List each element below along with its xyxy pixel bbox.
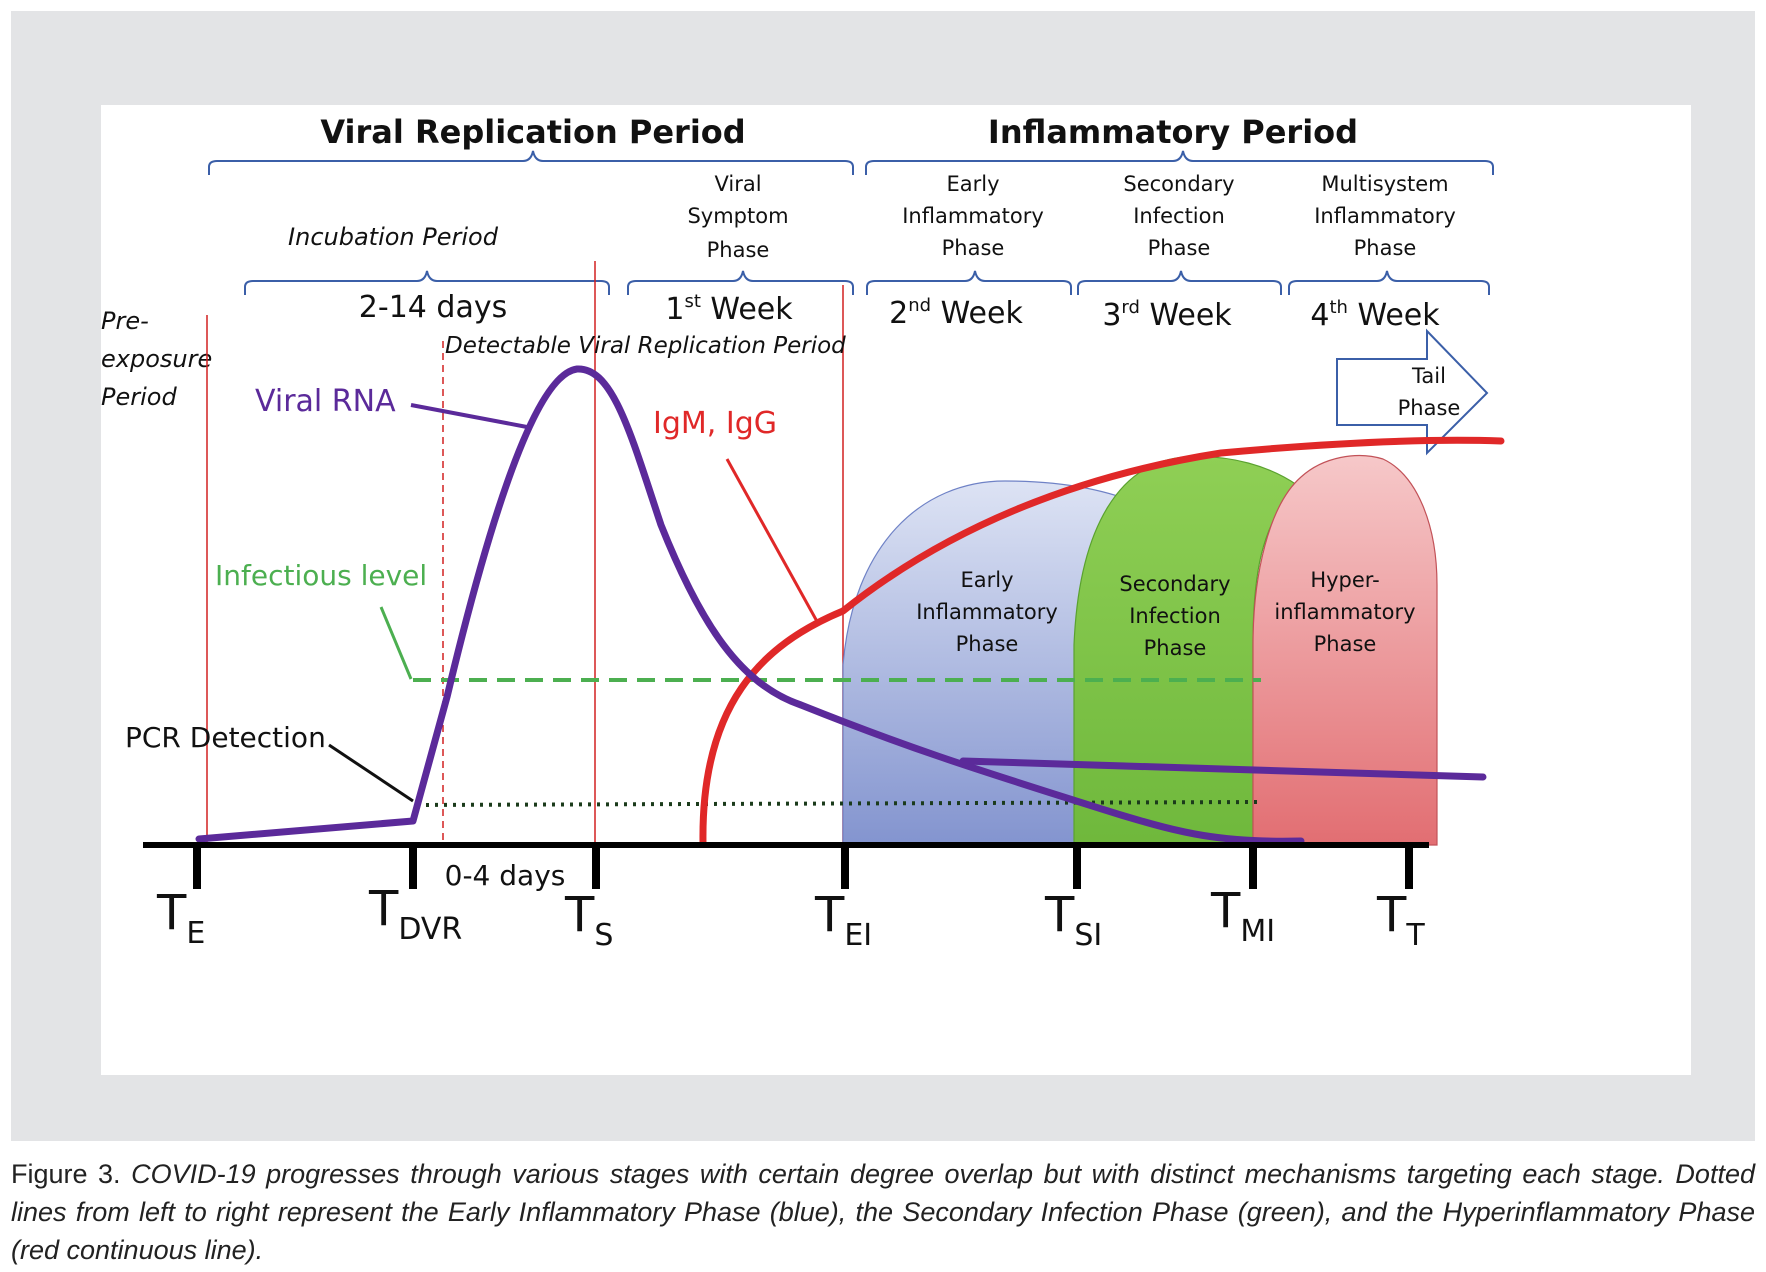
brace-week4 [1288,270,1490,295]
caption-text: COVID-19 progresses through various stag… [11,1159,1755,1265]
multisystem-line3: Phase [1354,236,1417,260]
pcr-detection-pointer [328,743,414,803]
brace-inflammatory [865,150,1494,175]
timepoint-labels: TE TDVR TS TEI TSI TMI TT [156,881,1425,953]
infectious-level-pointer [379,606,413,680]
week3-label: 3rd Week [1102,297,1232,333]
diagram: Viral Replication Period Inflammatory Pe… [101,105,1691,1075]
caption-lead: Figure 3. [11,1159,121,1189]
viral-rna-pointer [410,403,528,429]
viral-replication-period-label: Viral Replication Period [320,113,745,151]
axis-ticks [193,845,1413,889]
incubation-duration-label: 2-14 days [359,290,507,325]
timepoint-ts: TS [564,887,613,953]
figure-panel: Viral Replication Period Inflammatory Pe… [11,11,1755,1141]
timepoint-te: TE [156,885,205,951]
area-hyper-line2: inflammatory [1274,600,1415,624]
area-hyper-line1: Hyper- [1310,568,1379,592]
area-early-line2: Inflammatory [916,600,1058,624]
hyperinflammatory-area [1252,454,1438,846]
detectable-period-label: Detectable Viral Replication Period [445,333,846,359]
viral-symptom-line2: Symptom [687,204,788,228]
brace-week2 [866,270,1072,295]
week1-label: 1st Week [665,291,793,327]
secondary-infection-line3: Phase [1148,236,1211,260]
area-secondary-line2: Infection [1129,604,1221,628]
incubation-period-label: Incubation Period [288,223,499,251]
brace-viral-replication [208,150,854,175]
igm-igg-label: IgM, IgG [653,406,777,441]
tail-phase-arrow [1336,328,1489,456]
timepoint-tt: TT [1376,887,1425,953]
early-inflammatory-line3: Phase [942,236,1005,260]
early-inflammatory-line1: Early [946,172,999,196]
viral-rna-tail [959,757,1487,781]
diagram-svg: Viral Replication Period Inflammatory Pe… [101,113,1505,953]
igm-igg-pointer [725,458,821,626]
figure-caption: Figure 3. COVID-19 progresses through va… [11,1155,1755,1269]
zero-four-days-label: 0-4 days [445,859,566,892]
inflammatory-period-label: Inflammatory Period [988,113,1358,151]
brace-week1 [627,270,854,295]
week2-label: 2nd Week [889,295,1023,331]
svg-text:Pre-: Pre- [101,307,149,335]
multisystem-line2: Inflammatory [1314,204,1456,228]
pre-exposure-label: Pre- exposure Period [101,307,212,411]
area-secondary-line3: Phase [1144,636,1207,660]
early-inflammatory-line2: Inflammatory [902,204,1044,228]
viral-symptom-line1: Viral [714,172,761,196]
svg-text:Period: Period [101,383,177,411]
svg-text:exposure: exposure [101,345,212,373]
area-hyper-line3: Phase [1314,632,1377,656]
viral-rna-curve [195,365,1305,845]
igm-igg-curve [699,436,1505,847]
tail-phase-line1: Tail [1411,364,1446,388]
timepoint-tsi: TSI [1044,887,1102,953]
secondary-infection-area [1073,455,1298,846]
viral-symptom-line3: Phase [707,238,770,262]
secondary-infection-line2: Infection [1133,204,1225,228]
timepoint-tei: TEI [814,887,872,953]
area-early-line1: Early [960,568,1013,592]
phase-labels: Viral Symptom Phase Early Inflammatory P… [687,172,1455,262]
tail-phase-line2: Phase [1398,396,1461,420]
area-labels: Early Inflammatory Phase Secondary Infec… [916,568,1415,660]
multisystem-line1: Multisystem [1321,172,1448,196]
brace-week3 [1077,270,1282,295]
area-early-line3: Phase [956,632,1019,656]
timepoint-tmi: TMI [1210,883,1275,949]
secondary-infection-line1: Secondary [1123,172,1234,196]
timepoint-tdvr: TDVR [368,881,462,947]
infectious-level-label: Infectious level [215,559,427,592]
week4-label: 4th Week [1310,297,1440,333]
viral-rna-label: Viral RNA [255,384,396,419]
area-secondary-line1: Secondary [1119,572,1230,596]
brace-incubation [244,270,610,295]
pcr-detection-label: PCR Detection [125,721,326,754]
period-braces [208,150,1494,295]
